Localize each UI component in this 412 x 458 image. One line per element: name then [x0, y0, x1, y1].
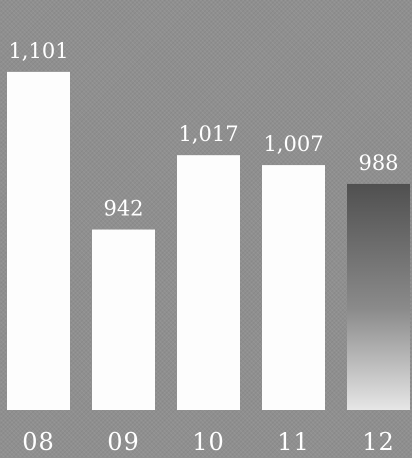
- bar-10: [177, 155, 240, 410]
- category-label-08: 08: [22, 428, 55, 456]
- value-label-10: 1,017: [178, 122, 238, 146]
- category-label-11: 11: [277, 428, 310, 456]
- value-label-12: 988: [358, 151, 398, 175]
- value-labels-group: 1,101 942 1,017 1,007 988: [8, 39, 398, 221]
- category-label-09: 09: [107, 428, 140, 456]
- category-labels-group: 08 09 10 11 12: [22, 428, 395, 456]
- value-label-11: 1,007: [263, 132, 323, 156]
- bar-12: [347, 183, 410, 410]
- value-label-08: 1,101: [8, 39, 68, 63]
- bar-08: [7, 71, 70, 411]
- bars-group: [7, 71, 410, 411]
- category-label-12: 12: [362, 428, 395, 456]
- bar-11: [262, 165, 325, 410]
- category-label-10: 10: [192, 428, 225, 456]
- bar-09: [92, 229, 155, 410]
- value-label-09: 942: [103, 197, 143, 221]
